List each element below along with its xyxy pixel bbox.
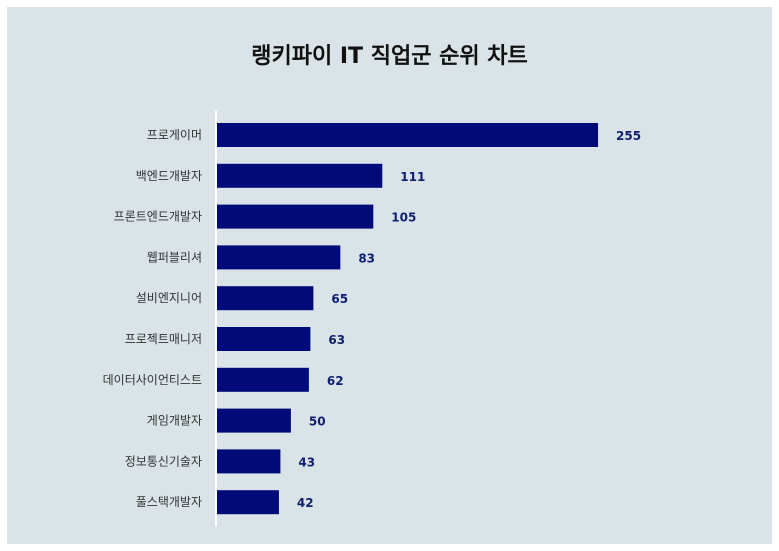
bar-10 [216,490,279,515]
labels-layer: 프로게이머 255 백엔드개발자 111 프론트엔드개발자 105 웹퍼블리셔 83 설비엔지니… [103,128,641,510]
bar-8 [216,408,291,433]
category-label: 정보통신기술자 [125,454,202,468]
value-label: 42 [297,496,314,510]
chart-background [7,7,772,544]
category-label: 웹퍼블리셔 [147,250,202,264]
category-label: 프로게이머 [147,128,202,142]
bar-5 [216,286,314,311]
category-label: 프로젝트매니저 [125,332,202,346]
bar-9 [216,449,281,474]
category-label: 풀스택개발자 [136,495,202,509]
value-label: 83 [358,251,375,265]
category-label: 게임개발자 [147,414,202,428]
value-label: 105 [391,211,416,225]
value-label: 63 [328,333,345,347]
bar-2 [216,163,383,188]
chart-title: 랭키파이 IT 직업군 순위 차트 [251,44,528,69]
bar-3 [216,204,374,229]
bar-4 [216,245,341,270]
value-label: 111 [400,170,425,184]
value-label: 65 [331,292,348,306]
value-label: 62 [327,374,344,388]
category-label: 데이터사이언티스트 [103,373,202,387]
bar-1 [216,123,599,147]
bar-7 [216,367,309,392]
value-label: 50 [309,415,326,429]
category-label: 백엔드개발자 [136,169,202,183]
value-label: 43 [298,455,315,469]
category-label: 설비엔지니어 [136,291,202,305]
category-label: 프론트엔드개발자 [114,210,202,224]
value-label: 255 [616,129,641,143]
bars-layer [216,123,599,515]
bar-6 [216,327,311,351]
